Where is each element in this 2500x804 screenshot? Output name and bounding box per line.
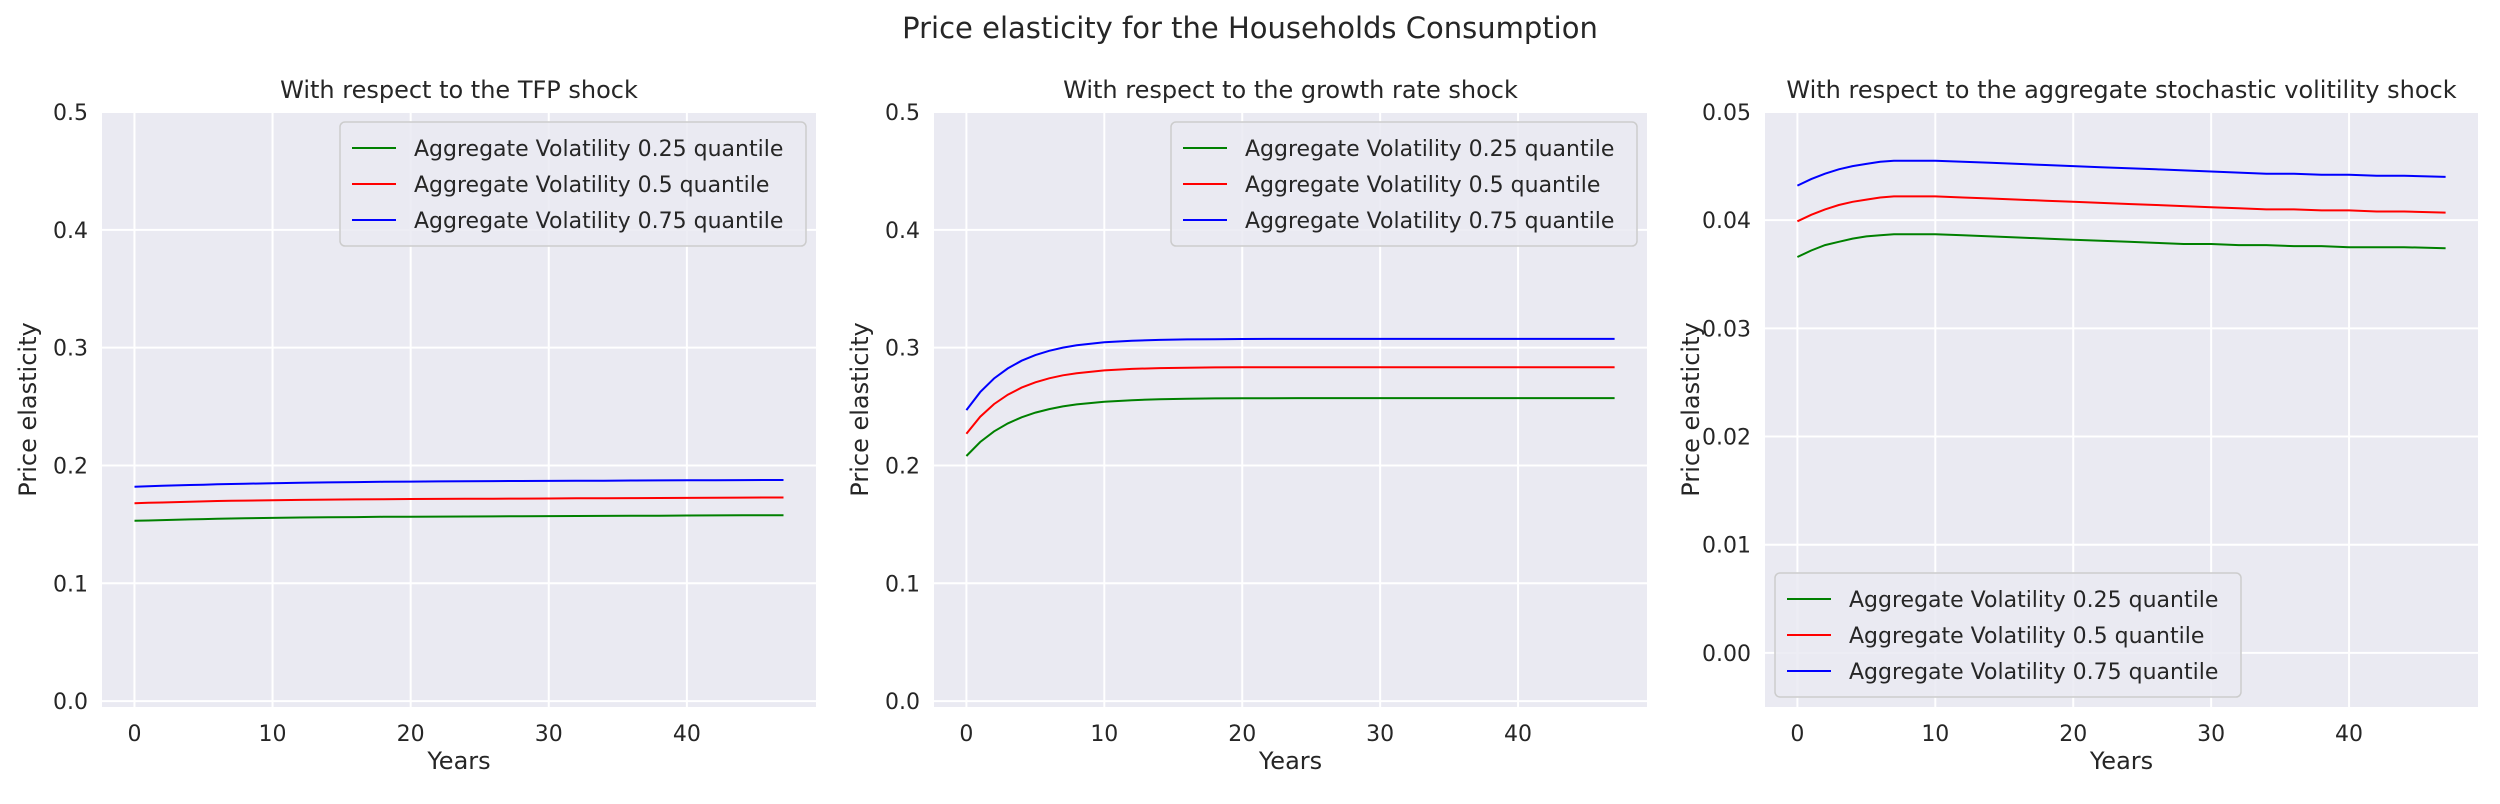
chart-title: With respect to the aggregate stochastic… <box>1786 76 2456 104</box>
y-tick-label: 0.5 <box>53 101 88 126</box>
y-tick-label: 0.5 <box>885 101 920 126</box>
x-tick-label: 10 <box>259 722 287 747</box>
y-axis-label: Price elasticity <box>1677 322 1705 496</box>
chart-title: With respect to the TFP shock <box>280 76 638 104</box>
legend-frame <box>1170 121 1638 247</box>
series-line-q25 <box>965 397 1615 457</box>
x-tick-label: 10 <box>1090 722 1118 747</box>
legend: Aggregate Volatility 0.25 quantile Aggreg… <box>339 121 807 247</box>
series-line-q25 <box>134 514 784 522</box>
y-axis-label: Price elasticity <box>14 322 42 496</box>
chart-panel-3: 0.00 0.01 0.02 0.03 0.04 0.05 0 10 20 30 40 With re… <box>1677 76 2478 775</box>
y-tick-label: 0.2 <box>885 454 920 479</box>
y-tick-label: 0.2 <box>53 454 88 479</box>
chart-panel-1: 0.0 0.1 0.2 0.3 0.4 0.5 0 10 20 30 40 With respect … <box>14 76 816 775</box>
series-line-q50 <box>965 366 1615 435</box>
chart-title: With respect to the growth rate shock <box>1063 76 1518 104</box>
legend: Aggregate Volatility 0.25 quantile Aggreg… <box>1774 572 2242 698</box>
x-tick-label: 10 <box>1921 722 1949 747</box>
x-tick-label: 40 <box>1504 722 1532 747</box>
x-tick-label: 30 <box>1366 722 1394 747</box>
legend-label-q25: Aggregate Volatility 0.25 quantile <box>1245 137 1614 162</box>
series-line-q75 <box>134 479 784 488</box>
legend-frame <box>339 121 807 247</box>
x-tick-label: 0 <box>959 722 973 747</box>
legend-label-q75: Aggregate Volatility 0.75 quantile <box>1849 660 2218 685</box>
y-tick-label: 0.3 <box>53 337 88 362</box>
y-tick-label: 0.1 <box>885 572 920 597</box>
y-tick-label: 0.4 <box>53 219 88 244</box>
x-tick-label: 20 <box>1228 722 1256 747</box>
y-axis-label: Price elasticity <box>846 322 874 496</box>
x-axis-label: Years <box>1258 747 1322 775</box>
legend-label-q25: Aggregate Volatility 0.25 quantile <box>1849 588 2218 613</box>
series-line-q75 <box>1796 159 2446 187</box>
legend-label-q50: Aggregate Volatility 0.5 quantile <box>1849 624 2204 649</box>
x-tick-label: 30 <box>535 722 563 747</box>
x-tick-label: 0 <box>127 722 141 747</box>
y-tick-label: 0.4 <box>885 219 920 244</box>
y-tick-label: 0.00 <box>1702 642 1751 667</box>
y-tick-label: 0.0 <box>885 690 920 715</box>
y-tick-label: 0.02 <box>1702 426 1751 451</box>
legend-label-q75: Aggregate Volatility 0.75 quantile <box>1245 209 1614 234</box>
y-tick-label: 0.0 <box>53 690 88 715</box>
legend-label-q50: Aggregate Volatility 0.5 quantile <box>1245 173 1600 198</box>
y-tick-label: 0.01 <box>1702 534 1751 559</box>
x-axis-label: Years <box>2089 747 2153 775</box>
x-tick-label: 0 <box>1790 722 1804 747</box>
series-line-q50 <box>1796 195 2446 223</box>
legend-label-q50: Aggregate Volatility 0.5 quantile <box>414 173 769 198</box>
y-tick-label: 0.05 <box>1702 101 1751 126</box>
x-tick-label: 40 <box>673 722 701 747</box>
figure-suptitle: Price elasticity for the Households Cons… <box>902 11 1598 45</box>
series-line-q50 <box>134 496 784 505</box>
legend-label-q25: Aggregate Volatility 0.25 quantile <box>414 137 783 162</box>
y-tick-label: 0.03 <box>1702 317 1751 342</box>
x-tick-label: 20 <box>397 722 425 747</box>
x-tick-label: 40 <box>2335 722 2363 747</box>
x-axis-label: Years <box>426 747 490 775</box>
legend: Aggregate Volatility 0.25 quantile Aggreg… <box>1170 121 1638 247</box>
y-tick-label: 0.3 <box>885 337 920 362</box>
y-tick-label: 0.1 <box>53 572 88 597</box>
legend-frame <box>1774 572 2242 698</box>
chart-panel-2: 0.0 0.1 0.2 0.3 0.4 0.5 0 10 20 30 40 With respect … <box>846 76 1647 775</box>
series-line-q75 <box>965 337 1615 411</box>
y-tick-label: 0.04 <box>1702 209 1751 234</box>
x-tick-label: 20 <box>2059 722 2087 747</box>
series-line-q25 <box>1796 233 2446 258</box>
legend-label-q75: Aggregate Volatility 0.75 quantile <box>414 209 783 234</box>
x-tick-label: 30 <box>2197 722 2225 747</box>
